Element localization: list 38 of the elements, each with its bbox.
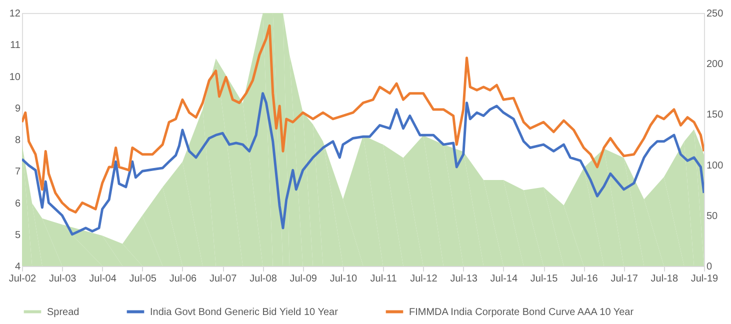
- y-tick-label: 8: [14, 135, 21, 146]
- x-tick-label: Jul-09: [290, 274, 318, 284]
- y-tick-label: 12: [9, 8, 21, 20]
- x-tick-label: Jul-19: [690, 274, 719, 284]
- legend-label: FIMMDA India Corporate Bond Curve AAA 10 Year: [409, 306, 634, 318]
- y2-tick-label: 150: [706, 110, 724, 121]
- x-tick-label: Jul-17: [610, 274, 638, 284]
- y-tick-label: 11: [10, 40, 21, 52]
- x-tick-label: Jul-13: [450, 274, 478, 284]
- x-tick-label: Jul-08: [250, 274, 278, 284]
- legend-label: India Govt Bond Generic Bid Yield 10 Year: [150, 306, 339, 318]
- line-series: [22, 92, 704, 236]
- x-tick-label: Jul-07: [209, 274, 238, 284]
- x-tick-label: Jul-18: [650, 274, 678, 284]
- y-tick-label: 5: [14, 230, 21, 241]
- x-tick-label: Jul-10: [330, 274, 358, 284]
- legend-label: Spread: [47, 306, 80, 318]
- x-tick-label: Jul-15: [530, 274, 558, 284]
- x-tick-label: Jul-05: [129, 274, 157, 284]
- y2-tick-label: 250: [706, 8, 724, 20]
- y2-tick-label: 0: [706, 262, 712, 272]
- x-tick-label: Jul-06: [169, 274, 198, 284]
- x-tick-label: Jul-12: [410, 274, 438, 284]
- y-tick-label: 6: [14, 198, 21, 210]
- y-tick-label: 4: [14, 262, 21, 272]
- x-tick-label: Jul-04: [89, 274, 117, 284]
- x-tick-label: Jul-02: [8, 274, 37, 284]
- y2-tick-label: 200: [706, 59, 724, 70]
- line-series: [22, 24, 704, 214]
- y-tick-label: 7: [14, 166, 21, 178]
- x-tick-label: Jul-14: [490, 274, 518, 284]
- x-tick-label: Jul-11: [370, 274, 398, 284]
- y2-tick-label: 100: [706, 160, 724, 172]
- y-tick-label: 10: [9, 72, 21, 83]
- y-tick-label: 9: [14, 103, 21, 114]
- x-tick-label: Jul-16: [570, 274, 598, 284]
- y2-tick-label: 50: [706, 210, 718, 222]
- x-tick-label: Jul-03: [48, 274, 77, 284]
